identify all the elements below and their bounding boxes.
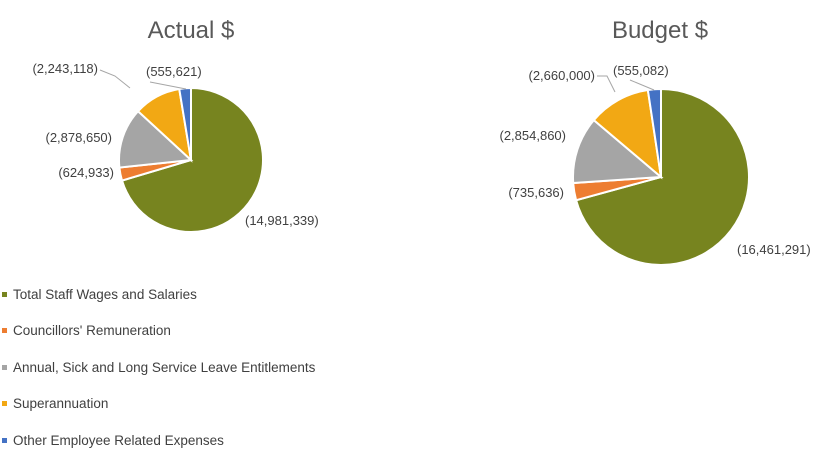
leader-line-actual-0 xyxy=(99,69,131,89)
legend-label-councillors: Councillors' Remuneration xyxy=(13,323,171,339)
legend-item-wages: Total Staff Wages and Salaries xyxy=(2,276,315,313)
legend-swatch-other xyxy=(2,437,7,443)
data-label-actual-wages: (14,981,339) xyxy=(245,213,319,228)
legend-label-wages: Total Staff Wages and Salaries xyxy=(13,286,197,302)
pie-chart-budget: (16,461,291) (735,636) (2,854,860) (2,660,0… xyxy=(500,63,811,266)
pie-slice-budget-superannuation xyxy=(592,88,663,180)
pie-slice-budget-wages xyxy=(574,87,750,266)
legend-swatch-councillors xyxy=(2,328,7,334)
data-label-budget-leave: (2,854,860) xyxy=(500,128,567,143)
leader-line-actual-1 xyxy=(149,81,187,90)
pie-slice-budget-leave xyxy=(572,118,664,185)
chart-title-actual: Actual $ xyxy=(148,17,235,44)
data-label-actual-councillors: (624,933) xyxy=(58,165,114,180)
leader-line-budget-0 xyxy=(597,75,616,93)
legend-swatch-superannuation xyxy=(2,401,7,407)
legend-swatch-leave xyxy=(2,364,7,370)
chart-canvas: Actual $ Budget $ (14,981,339)(624,933)(… xyxy=(32,17,811,266)
pie-slice-actual-wages xyxy=(120,86,264,233)
legend-item-other: Other Employee Related Expenses xyxy=(2,422,315,459)
data-label-budget-wages: (16,461,291) xyxy=(737,242,811,257)
data-label-actual-superannuation: (2,243,118) xyxy=(32,61,98,76)
data-label-budget-other: (555,082) xyxy=(613,63,669,78)
legend-swatch-wages xyxy=(2,291,7,297)
data-label-budget-superannuation: (2,660,000) xyxy=(529,68,596,83)
legend-item-councillors: Councillors' Remuneration xyxy=(2,313,315,350)
data-label-budget-councillors: (735,636) xyxy=(508,185,564,200)
pie-chart-actual: (14,981,339) (624,933) (2,878,650) (2,243,1… xyxy=(32,61,319,233)
leader-line-budget-1 xyxy=(629,79,655,91)
legend: Total Staff Wages and Salaries Councillo… xyxy=(2,276,315,459)
legend-label-other: Other Employee Related Expenses xyxy=(13,432,224,448)
pie-slice-budget-other xyxy=(646,87,662,178)
data-label-actual-leave: (2,878,650) xyxy=(46,130,113,145)
chart-title-budget: Budget $ xyxy=(612,17,708,44)
legend-label-leave: Annual, Sick and Long Service Leave Enti… xyxy=(13,359,316,375)
legend-item-superannuation: Superannuation xyxy=(2,386,315,423)
pie-slice-actual-leave xyxy=(118,109,194,169)
legend-label-superannuation: Superannuation xyxy=(13,396,109,412)
pie-slice-actual-other xyxy=(178,86,192,161)
legend-item-leave: Annual, Sick and Long Service Leave Enti… xyxy=(2,349,315,386)
data-label-actual-other: (555,621) xyxy=(146,64,202,79)
